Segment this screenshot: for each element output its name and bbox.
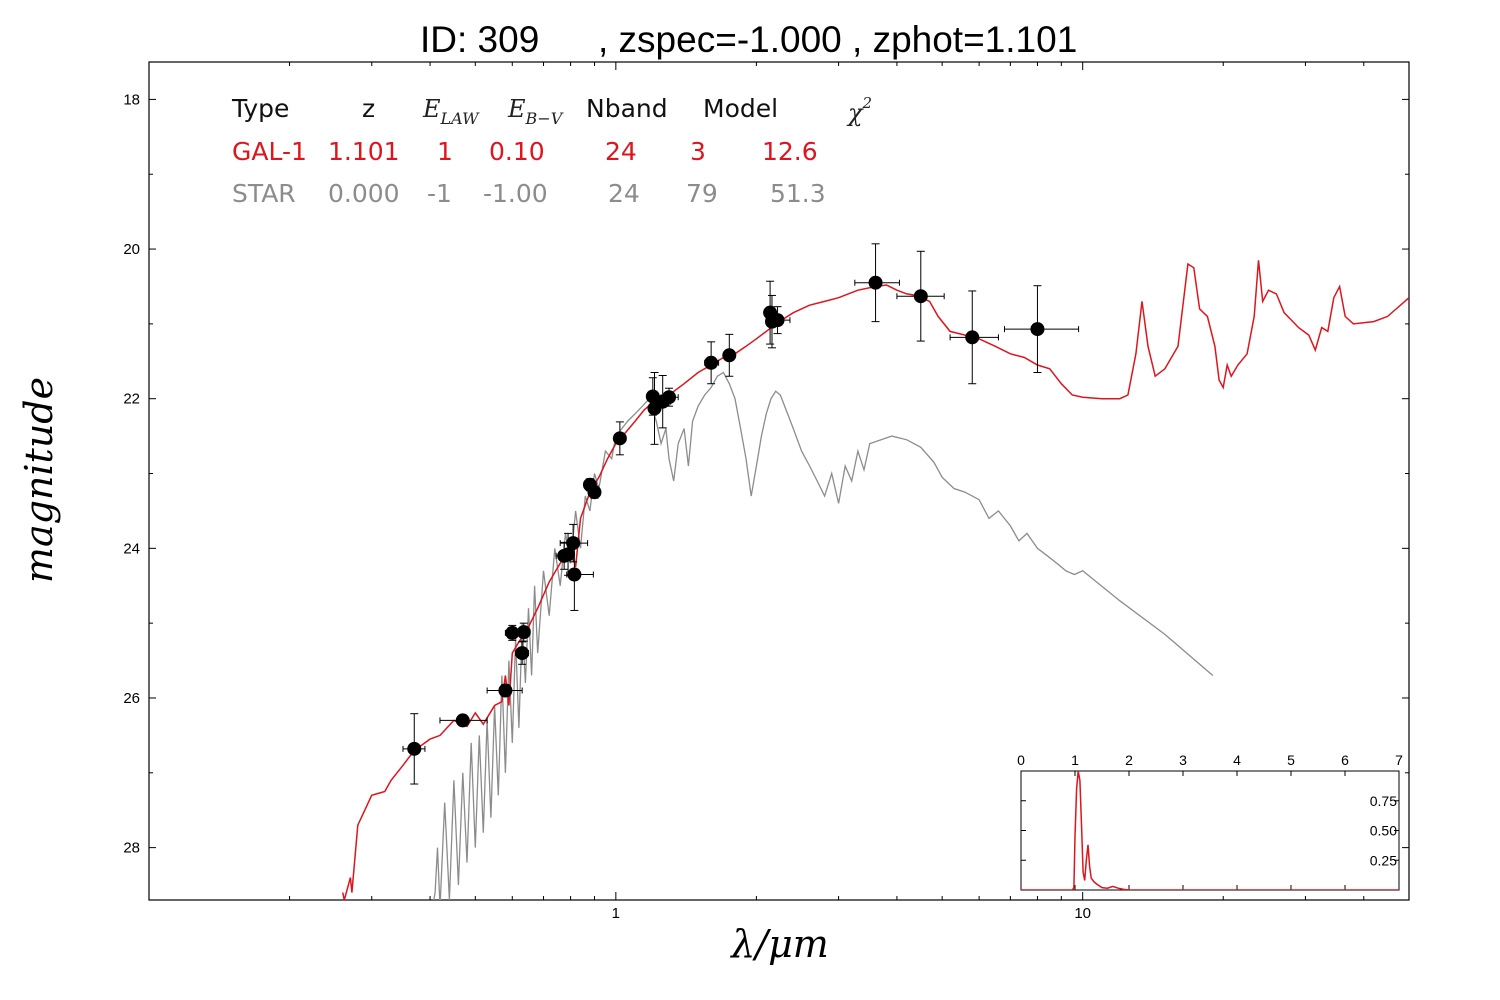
photometry-point [612, 421, 627, 456]
photometry-marker [965, 330, 980, 345]
inset-x-tick-label: 1 [1071, 752, 1079, 768]
inset-pdz-curve [1021, 771, 1399, 890]
fit-table-row-star: STAR 0.000 -1 -1.00 24 79 51.3 [232, 179, 826, 208]
gal-chi2: 12.6 [762, 137, 818, 166]
figure-title-id: ID: 309 [420, 19, 539, 60]
gal-type: GAL-1 [232, 137, 307, 166]
photometry-point [516, 622, 531, 642]
photometry-marker [516, 625, 531, 640]
photometry-point [765, 306, 791, 335]
star-elaw: -1 [427, 179, 452, 208]
photometry-point [566, 538, 594, 611]
x-tick-label: 10 [1074, 905, 1091, 922]
photometry-point [647, 372, 662, 445]
gal-elaw: 1 [437, 137, 453, 166]
photometry-marker [704, 355, 719, 370]
photometry-marker [587, 485, 602, 500]
inset-plot-background [1020, 770, 1400, 891]
photometry-marker [770, 313, 785, 328]
photometry-marker [505, 625, 520, 640]
inset-x-tick-label: 7 [1395, 752, 1403, 768]
photometry-marker [722, 348, 737, 363]
inset-y-tick-label: 0.50 [1370, 823, 1397, 839]
photometry-point [559, 523, 589, 563]
photometry-point [854, 243, 900, 323]
photometry-marker [567, 567, 582, 582]
fit-table: Type z ELAW EB−V Nband Model χ2 GAL-1 1.… [231, 94, 872, 208]
header-model: Model [703, 94, 778, 123]
fit-table-row-galaxy: GAL-1 1.101 1 0.10 24 3 12.6 [232, 137, 818, 166]
fit-table-header: Type z ELAW EB−V Nband Model χ2 [231, 94, 872, 128]
x-axis-label: λ/μm [729, 922, 829, 966]
photometry-marker [612, 431, 627, 446]
header-type: Type [231, 94, 289, 123]
photometry-point [660, 387, 679, 407]
figure-title-redshifts: , zspec=-1.000 , zphot=1.101 [598, 19, 1077, 60]
photometry-marker [561, 547, 576, 562]
y-tick-label: 20 [123, 241, 140, 258]
star-ebv: -1.00 [483, 179, 548, 208]
star-z: 0.000 [328, 179, 400, 208]
inset-x-tick-label: 2 [1125, 752, 1133, 768]
photometry-point [763, 280, 778, 345]
photometry-marker [407, 741, 422, 756]
y-axis-label: magnitude [17, 377, 61, 583]
gal-z: 1.101 [328, 137, 400, 166]
gal-nband: 24 [605, 137, 637, 166]
photometry-marker [662, 390, 677, 405]
photometry-point [722, 333, 737, 377]
header-chi2: χ2 [846, 94, 872, 127]
star-chi2: 51.3 [770, 179, 826, 208]
photometry-point [949, 290, 999, 385]
photometry-point [486, 683, 523, 698]
photometry-marker [515, 646, 530, 661]
photometry-point [402, 713, 426, 785]
photometry-point [1003, 285, 1080, 374]
photometry-point [704, 341, 720, 385]
inset-x-tick-label: 4 [1233, 752, 1241, 768]
header-elaw: ELAW [422, 95, 480, 128]
photometry-marker [566, 536, 581, 551]
photometry-point [896, 250, 945, 342]
galaxy-model-spectrum [341, 260, 1409, 900]
y-tick-label: 26 [123, 690, 140, 707]
y-tick-label: 18 [123, 91, 140, 108]
y-tick-label: 24 [123, 540, 140, 557]
photometry-marker [1030, 322, 1045, 337]
inset-x-tick-label: 3 [1179, 752, 1187, 768]
y-tick-label: 22 [123, 391, 140, 408]
star-model: 79 [686, 179, 718, 208]
inset-axis-ticks [1020, 771, 1400, 890]
inset-x-tick-label: 5 [1287, 752, 1295, 768]
photometry-point [515, 641, 530, 665]
photometry-marker [498, 683, 513, 698]
photometry-marker [455, 713, 470, 728]
star-nband: 24 [608, 179, 640, 208]
main-axis-ticks [149, 62, 1410, 900]
inset-axis-tick-labels: 0 1 2 3 4 5 6 7 0.25 0.50 0.75 [1017, 752, 1403, 868]
x-tick-label: 1 [612, 905, 620, 922]
photometry-point [439, 713, 488, 728]
inset-x-tick-label: 0 [1017, 752, 1025, 768]
inset-y-tick-label: 0.25 [1370, 852, 1397, 868]
inset-x-tick-label: 6 [1341, 752, 1349, 768]
main-plot-frame [148, 61, 1410, 901]
header-z: z [362, 94, 375, 123]
inset-y-tick-label: 0.75 [1370, 793, 1397, 809]
photometry-point [587, 485, 602, 500]
star-type: STAR [232, 179, 296, 208]
header-ebv: EB−V [507, 95, 564, 128]
photometry-marker [913, 289, 928, 304]
gal-model: 3 [690, 137, 706, 166]
gal-ebv: 0.10 [489, 137, 545, 166]
photometry-marker [868, 275, 883, 290]
star-model-spectrum [433, 371, 1214, 900]
photometry-points [402, 243, 1080, 785]
y-tick-label: 28 [123, 840, 140, 857]
header-nband: Nband [586, 94, 668, 123]
